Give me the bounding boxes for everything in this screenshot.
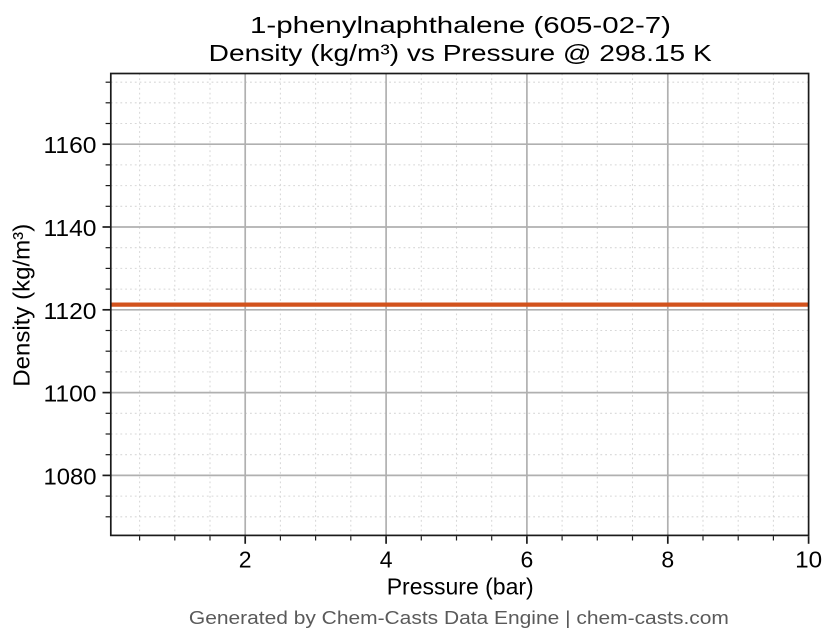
svg-text:Generated by Chem-Casts Data E: Generated by Chem-Casts Data Engine | ch…: [189, 608, 729, 629]
svg-text:1-phenylnaphthalene (605-02-7): 1-phenylnaphthalene (605-02-7): [250, 12, 671, 38]
svg-text:6: 6: [521, 547, 534, 573]
svg-text:1160: 1160: [44, 132, 97, 158]
svg-text:Pressure (bar): Pressure (bar): [387, 574, 534, 600]
svg-text:1140: 1140: [44, 215, 97, 241]
svg-text:1080: 1080: [44, 463, 97, 489]
svg-text:Density (kg/m³) vs Pressure @: Density (kg/m³) vs Pressure @ 298.15 K: [209, 40, 713, 66]
svg-text:4: 4: [380, 547, 393, 573]
svg-text:1120: 1120: [44, 298, 97, 324]
svg-text:2: 2: [239, 547, 252, 573]
svg-text:10: 10: [795, 547, 822, 573]
svg-text:1100: 1100: [44, 381, 97, 407]
svg-text:Density (kg/m³): Density (kg/m³): [9, 224, 35, 387]
svg-text:8: 8: [661, 547, 674, 573]
